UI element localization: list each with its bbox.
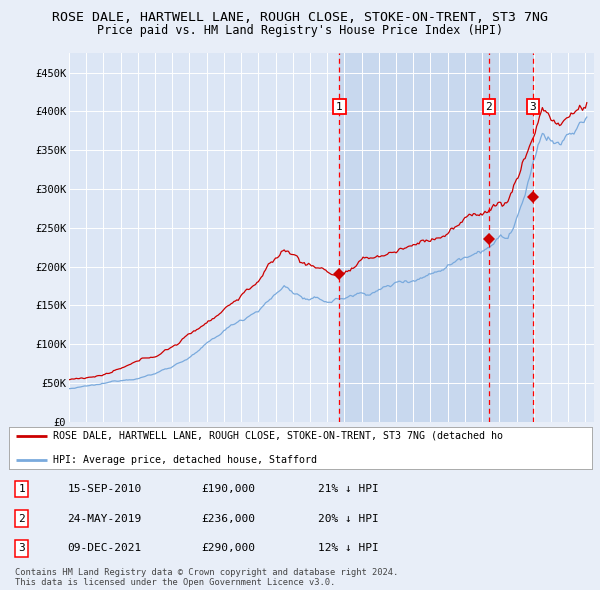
Text: 2: 2 [485,101,492,112]
Text: £236,000: £236,000 [202,514,256,523]
Text: 21% ↓ HPI: 21% ↓ HPI [318,484,379,494]
Text: £290,000: £290,000 [202,543,256,553]
Text: Price paid vs. HM Land Registry's House Price Index (HPI): Price paid vs. HM Land Registry's House … [97,24,503,37]
Text: 1: 1 [19,484,25,494]
Text: ROSE DALE, HARTWELL LANE, ROUGH CLOSE, STOKE-ON-TRENT, ST3 7NG: ROSE DALE, HARTWELL LANE, ROUGH CLOSE, S… [52,11,548,24]
Bar [340,53,533,422]
Text: HPI: Average price, detached house, Stafford: HPI: Average price, detached house, Staf… [53,455,317,465]
Text: £190,000: £190,000 [202,484,256,494]
Text: 20% ↓ HPI: 20% ↓ HPI [318,514,379,523]
Text: ROSE DALE, HARTWELL LANE, ROUGH CLOSE, STOKE-ON-TRENT, ST3 7NG (detached ho: ROSE DALE, HARTWELL LANE, ROUGH CLOSE, S… [53,431,503,441]
Text: 3: 3 [19,543,25,553]
Text: 3: 3 [529,101,536,112]
Text: 2: 2 [19,514,25,523]
Text: Contains HM Land Registry data © Crown copyright and database right 2024.
This d: Contains HM Land Registry data © Crown c… [15,568,398,587]
Text: 15-SEP-2010: 15-SEP-2010 [67,484,142,494]
Text: 24-MAY-2019: 24-MAY-2019 [67,514,142,523]
Text: 1: 1 [336,101,343,112]
Text: 09-DEC-2021: 09-DEC-2021 [67,543,142,553]
Text: 12% ↓ HPI: 12% ↓ HPI [318,543,379,553]
